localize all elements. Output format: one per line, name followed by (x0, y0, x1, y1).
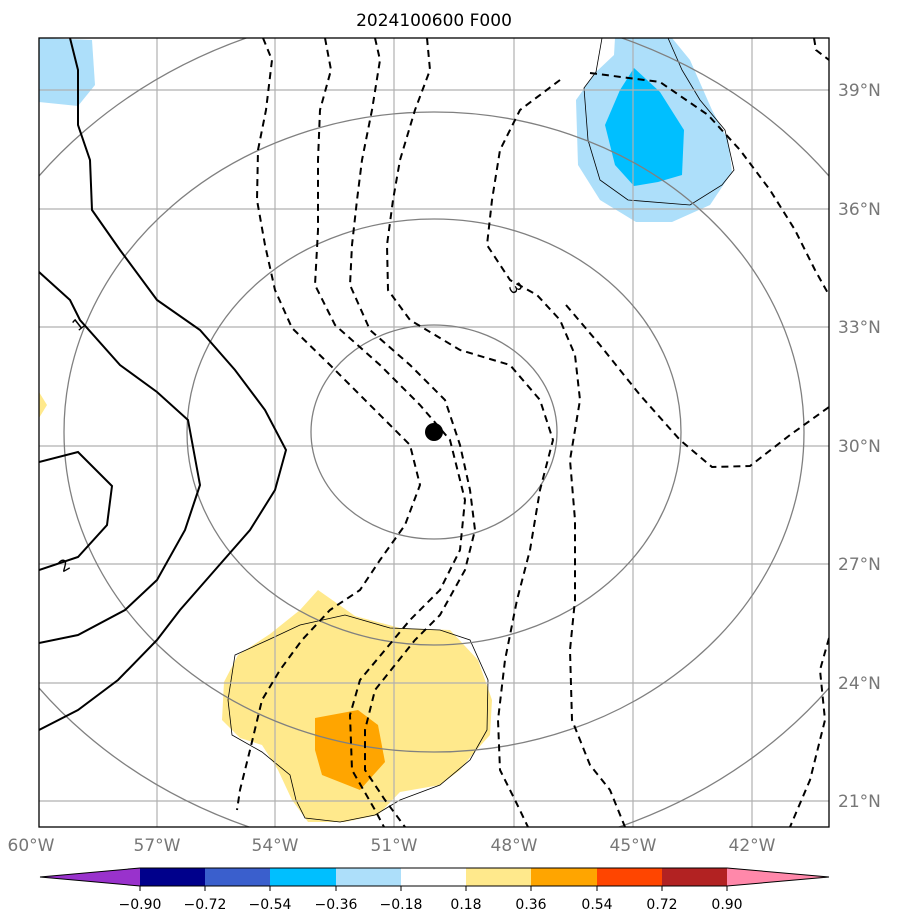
lon-label-48w: 48°W (491, 836, 538, 856)
lon-label-57w: 57°W (134, 836, 181, 856)
lon-label-45w: 45°W (610, 836, 657, 856)
gridlines (39, 38, 829, 827)
colorbar-segment-7 (531, 868, 597, 886)
range-ring-3 (63, 111, 805, 753)
colorbar-tick-label-10: 0.90 (711, 897, 742, 913)
colorbar-segment-1 (140, 868, 205, 886)
solid-contour-c (39, 450, 114, 571)
lon-label-54w: 54°W (252, 836, 299, 856)
strong-negative-anomaly-northeast (605, 68, 684, 186)
range-ring-2 (186, 218, 682, 646)
latitude-labels: 39°N 36°N 33°N 30°N 27°N 24°N 21°N (838, 81, 881, 812)
lat-label-30n: 30°N (838, 437, 881, 457)
colorbar-tick-label-4: −0.36 (315, 897, 358, 913)
dashed-contour-4 (385, 38, 555, 827)
outline-south (227, 614, 489, 823)
colorbar-tick-label-5: −0.18 (380, 897, 423, 913)
longitude-labels: 60°W 57°W 54°W 51°W 48°W 45°W 42°W (8, 836, 776, 856)
dashed-contour-8 (813, 38, 829, 61)
colorbar-segment-8 (597, 868, 662, 886)
lat-label-21n: 21°N (838, 792, 881, 812)
colorbar-segment-6 (466, 868, 531, 886)
positive-anomaly-south (222, 590, 492, 822)
colorbar-tick-label-6: 0.18 (450, 897, 481, 913)
lat-label-33n: 33°N (838, 318, 881, 338)
map-area: 1 2 3 (39, 38, 829, 827)
range-rings (39, 38, 829, 827)
plot-title: 2024100600 F000 (356, 11, 512, 31)
moderate-positive-anomaly-south (315, 710, 385, 790)
dashed-contour-7 (565, 304, 829, 469)
colorbar-segment-3 (270, 868, 336, 886)
colorbar-tick-label-1: −0.90 (119, 897, 162, 913)
solid-contour-label-2: 2 (55, 555, 73, 577)
lon-label-42w: 42°W (729, 836, 776, 856)
positive-anomaly-left-edge (39, 392, 47, 418)
colorbar-ticks (139, 886, 728, 891)
solid-contours (39, 38, 288, 731)
dashed-contour-3 (348, 38, 477, 827)
dashed-contour-label-3: 3 (505, 279, 527, 297)
lon-label-60w: 60°W (8, 836, 55, 856)
colorbar-segment-under (40, 868, 140, 886)
colorbar-segment-4 (336, 868, 401, 886)
colorbar-segment-9 (662, 868, 727, 886)
solid-contour-b (39, 271, 202, 644)
colorbar-tick-label-9: 0.72 (646, 897, 677, 913)
range-ring-1 (310, 324, 558, 540)
colorbar-tick-label-8: 0.54 (581, 897, 612, 913)
dashed-contours (236, 38, 829, 827)
shading-layer (39, 38, 732, 822)
dashed-contour-1 (236, 38, 422, 811)
colorbar-tick-label-7: 0.36 (515, 897, 546, 913)
shading-outlines (227, 38, 735, 823)
negative-anomaly-top-left (39, 38, 95, 106)
lat-label-24n: 24°N (838, 674, 881, 694)
dashed-contour-9 (789, 637, 829, 827)
map-border (38, 37, 830, 828)
colorbar-segment-2 (205, 868, 270, 886)
outline-northeast (583, 38, 735, 206)
colorbar-tick-label-3: −0.54 (249, 897, 292, 913)
colorbar-segment-5 (401, 868, 466, 886)
lon-label-51w: 51°W (371, 836, 418, 856)
lat-label-27n: 27°N (838, 555, 881, 575)
lat-label-36n: 36°N (838, 200, 881, 220)
colorbar-segment-over (727, 868, 829, 886)
colorbar-tick-label-2: −0.72 (184, 897, 227, 913)
dashed-contour-2 (313, 38, 467, 827)
lat-label-39n: 39°N (838, 81, 881, 101)
dashed-contour-5 (485, 79, 626, 827)
solid-contour-a (39, 38, 288, 731)
storm-center-marker (425, 423, 443, 441)
colorbar: −0.90 −0.72 −0.54 −0.36 −0.18 0.18 0.36 … (39, 867, 830, 913)
